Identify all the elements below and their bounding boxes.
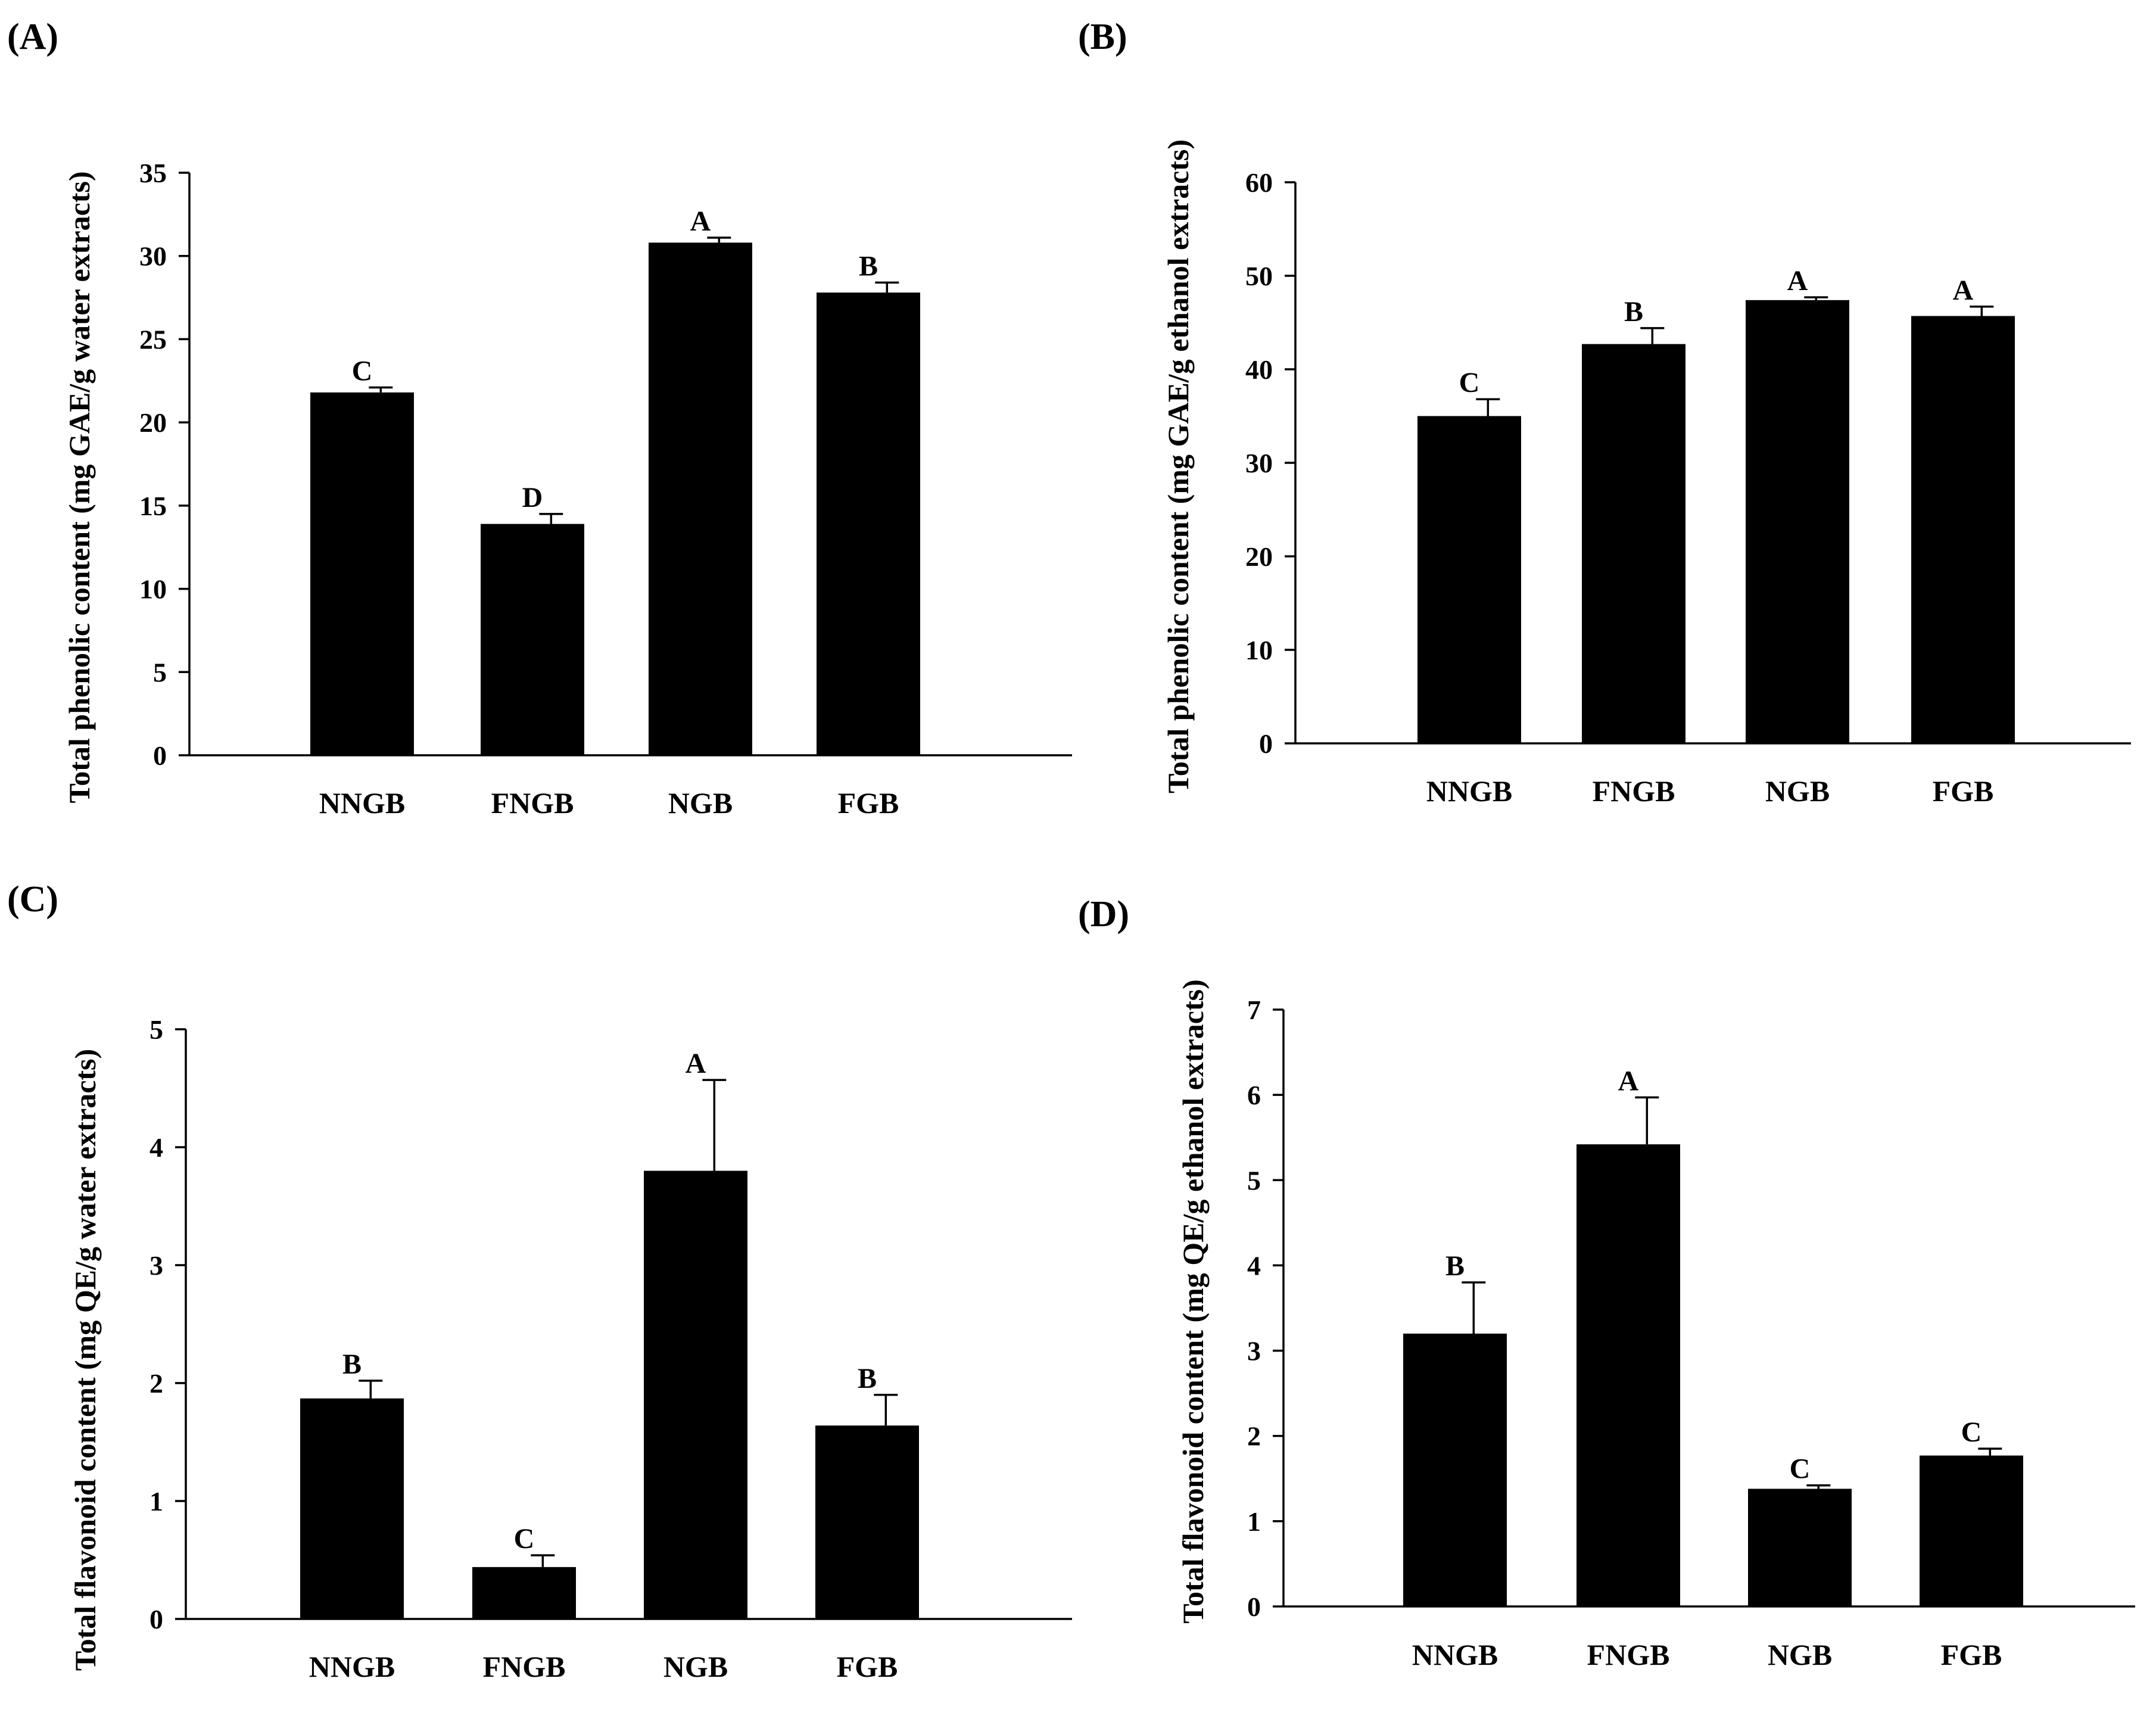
y-tick-label: 40 — [1245, 354, 1273, 385]
y-tick-label: 0 — [149, 1604, 163, 1634]
significance-label: C — [1459, 367, 1480, 398]
x-category-label: FNGB — [1593, 774, 1675, 808]
x-category-label: NGB — [1765, 774, 1830, 808]
y-tick-label: 5 — [153, 657, 167, 687]
x-category-label: FGB — [838, 786, 899, 820]
y-tick-label: 60 — [1245, 167, 1273, 198]
y-tick-label: 30 — [139, 241, 167, 272]
bar-nngb — [300, 1398, 404, 1619]
bar-ngb — [649, 242, 752, 755]
significance-label: A — [686, 1048, 706, 1079]
significance-label: C — [1961, 1416, 1982, 1448]
significance-label: C — [352, 355, 373, 387]
y-tick-label: 4 — [149, 1132, 163, 1163]
y-tick-label: 3 — [1247, 1336, 1261, 1366]
bar-ngb — [644, 1170, 747, 1619]
y-tick-label: 3 — [149, 1250, 163, 1281]
y-tick-label: 2 — [149, 1368, 163, 1399]
chart-panel-b: (B) Total phenolic content (mg GAE/g etha… — [1078, 17, 2131, 808]
significance-label: B — [1624, 296, 1643, 328]
panel-label: (D) — [1078, 894, 1129, 935]
x-category-label: NNGB — [1412, 1638, 1498, 1671]
significance-label: B — [1445, 1250, 1465, 1282]
y-tick-label: 50 — [1245, 261, 1273, 291]
bar-fgb — [1920, 1455, 2023, 1606]
y-tick-label: 5 — [1247, 1165, 1261, 1195]
chart-panel-c: (C) Total flavonoid content (mg QE/g wate… — [7, 879, 1072, 1683]
x-category-label: FNGB — [1587, 1638, 1670, 1671]
chart-panel-a: (A) Total phenolic content (mg GAE/g wate… — [7, 17, 1072, 820]
bar-fgb — [815, 1425, 919, 1619]
x-category-label: NNGB — [1426, 774, 1512, 808]
y-tick-label: 20 — [1245, 541, 1273, 572]
y-tick-label: 20 — [139, 407, 167, 438]
y-tick-label: 7 — [1247, 995, 1261, 1025]
significance-label: A — [690, 205, 711, 237]
y-tick-label: 0 — [1247, 1592, 1261, 1622]
x-category-label: NGB — [668, 786, 733, 820]
x-category-label: FGB — [837, 1650, 898, 1683]
panel-label: (A) — [7, 17, 58, 57]
y-tick-label: 0 — [1259, 728, 1273, 759]
bar-fgb — [1911, 316, 2015, 743]
significance-label: D — [522, 482, 543, 513]
significance-label: C — [514, 1523, 535, 1555]
y-axis-title: Total phenolic content (mg GAE/g ethanol… — [1161, 139, 1195, 793]
y-axis-title: Total phenolic content (mg GAE/g water e… — [63, 172, 96, 804]
significance-label: C — [1790, 1453, 1811, 1485]
bar-fngb — [481, 524, 584, 755]
y-tick-label: 5 — [149, 1014, 163, 1045]
bar-fngb — [1582, 344, 1685, 743]
significance-label: A — [1787, 265, 1808, 297]
y-tick-label: 25 — [139, 324, 167, 354]
panel-label: (C) — [7, 879, 58, 920]
y-tick-label: 1 — [1247, 1506, 1261, 1537]
panel-label: (B) — [1078, 17, 1127, 57]
bar-nngb — [310, 392, 414, 755]
significance-label: A — [1953, 275, 1974, 306]
bar-ngb — [1746, 300, 1849, 743]
significance-label: A — [1618, 1065, 1639, 1097]
y-tick-label: 2 — [1247, 1421, 1261, 1452]
y-axis-title: Total flavonoid content (mg QE/g water e… — [68, 1049, 102, 1671]
x-category-label: FNGB — [483, 1650, 566, 1683]
x-category-label: FGB — [1933, 774, 1994, 808]
significance-label: B — [859, 250, 878, 282]
x-category-label: FNGB — [491, 786, 574, 820]
bar-ngb — [1748, 1489, 1852, 1606]
significance-label: B — [342, 1349, 362, 1380]
y-tick-label: 0 — [153, 740, 167, 771]
significance-label: B — [858, 1363, 877, 1394]
y-tick-label: 35 — [139, 158, 167, 188]
y-axis-title: Total flavonoid content (mg QE/g ethanol… — [1176, 979, 1210, 1623]
bar-fgb — [817, 292, 920, 755]
bar-nngb — [1417, 416, 1521, 743]
y-tick-label: 4 — [1247, 1250, 1261, 1281]
x-category-label: NGB — [663, 1650, 728, 1683]
y-tick-label: 6 — [1247, 1080, 1261, 1110]
chart-panel-d: (D) Total flavonoid content (mg QE/g etha… — [1078, 894, 2135, 1671]
x-category-label: NNGB — [309, 1650, 395, 1683]
y-tick-label: 30 — [1245, 448, 1273, 478]
y-tick-label: 15 — [139, 491, 167, 521]
bar-nngb — [1403, 1333, 1507, 1606]
y-tick-label: 1 — [149, 1486, 163, 1517]
bar-fngb — [472, 1567, 576, 1619]
x-category-label: NGB — [1768, 1638, 1832, 1671]
y-tick-label: 10 — [139, 574, 167, 605]
x-category-label: NNGB — [319, 786, 405, 820]
x-category-label: FGB — [1941, 1638, 2002, 1671]
y-tick-label: 10 — [1245, 635, 1273, 665]
bar-fngb — [1577, 1144, 1680, 1606]
